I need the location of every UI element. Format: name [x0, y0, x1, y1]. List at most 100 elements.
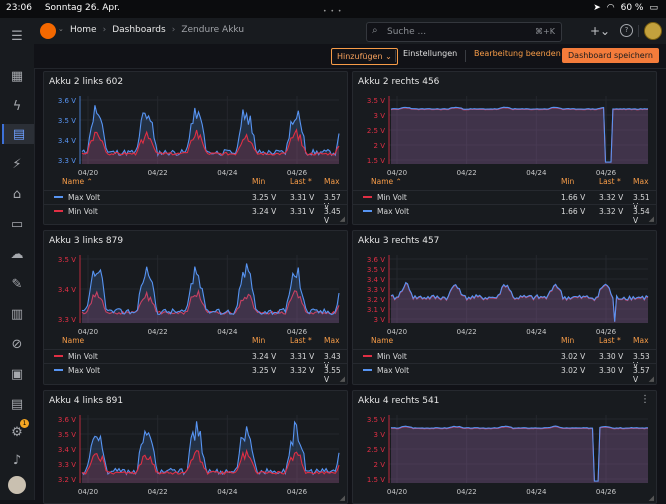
max-volt-series-line[interactable]	[81, 263, 340, 316]
new-plus-icon[interactable]: +⌄	[590, 24, 611, 38]
time-series-chart[interactable]: 3.6 V 3.5 V 3.4 V 3.3 V 3.2 V04/20 04/22 04/24…	[44, 409, 347, 497]
resize-handle-icon[interactable]: ◢	[648, 494, 654, 502]
x-tick-label: 04/20	[78, 169, 98, 177]
max-volt-series-line[interactable]	[390, 106, 649, 163]
legend-column-header[interactable]: Last *	[599, 336, 621, 345]
breadcrumb-dashboards[interactable]: Dashboards	[112, 25, 166, 35]
panel-title: Akku 4 rechts 541	[358, 396, 440, 406]
breadcrumb-separator-icon: ›	[171, 25, 176, 35]
add-button[interactable]: Hinzufügen ⌄	[331, 48, 398, 65]
x-tick-label: 04/22	[457, 169, 477, 177]
time-series-chart[interactable]: 3.5 V 3 V 2.5 V 2 V 1.5 V04/20 04/22 04/24 04/2…	[353, 90, 656, 178]
min-volt-series-line[interactable]	[81, 448, 340, 476]
time-series-chart[interactable]: 3.5 V 3 V 2.5 V 2 V 1.5 V04/20 04/22 04/24 04/2…	[353, 409, 656, 497]
legend-row[interactable]: Max Volt 3.25 V 3.31 V 3.57 V	[44, 190, 347, 211]
panel-menu-icon[interactable]: ⋮	[640, 394, 650, 405]
exit-edit-button[interactable]: Bearbeitung beenden	[474, 49, 561, 58]
calendar-icon[interactable]: ▣	[10, 366, 24, 382]
panel-akku-2-links[interactable]: Akku 2 links 602 3.6 V 3.5 V 3.4 V 3.3 V 04/2…	[43, 71, 348, 225]
legend-column-header[interactable]: Name ⌃	[62, 177, 93, 186]
max-volt-series-line[interactable]	[81, 420, 340, 476]
series-value: 3.54 V	[633, 207, 650, 225]
resize-handle-icon[interactable]: ◢	[648, 215, 654, 223]
min-volt-series-line[interactable]	[81, 128, 340, 156]
help-icon[interactable]: ?	[620, 24, 633, 37]
resize-handle-icon[interactable]: ◢	[339, 375, 345, 383]
y-tick-label: 3.5 V	[367, 97, 385, 105]
max-volt-series-line[interactable]	[390, 281, 649, 322]
series-name: Min Volt	[377, 193, 407, 202]
x-tick-label: 04/22	[148, 328, 168, 336]
legend-row[interactable]: Min Volt 1.66 V 3.32 V 3.51 V	[353, 190, 656, 211]
resize-handle-icon[interactable]: ◢	[339, 494, 345, 502]
y-tick-label: 2.5 V	[367, 127, 385, 135]
solar-panel-icon[interactable]: ▦	[10, 68, 24, 84]
panel-title: Akku 4 links 891	[49, 396, 124, 406]
resize-handle-icon[interactable]: ◢	[339, 215, 345, 223]
charging-icon[interactable]: ⚡	[12, 156, 22, 172]
legend-column-header[interactable]: Max	[633, 336, 649, 345]
legend-row[interactable]: Max Volt 1.66 V 3.32 V 3.54 V	[353, 204, 656, 224]
legend-row[interactable]: Max Volt 3.02 V 3.30 V 3.57 V	[353, 363, 656, 384]
legend-row[interactable]: Max Volt 3.25 V 3.32 V 3.55 V	[44, 363, 347, 384]
series-value: 3.24 V	[252, 352, 277, 361]
legend-column-header[interactable]: Name	[371, 336, 394, 345]
time-series-chart[interactable]: 3.5 V 3.4 V 3.3 V04/20 04/22 04/24 04/26	[44, 249, 347, 337]
settings-gear-icon[interactable]: ⚙ 1	[7, 419, 29, 442]
panel-akku-3-rechts[interactable]: Akku 3 rechts 457 3.6 V 3.5 V 3.4 V 3.3 V 3.2…	[352, 230, 657, 385]
series-color-swatch	[363, 196, 372, 198]
legend-column-header[interactable]: Min	[561, 336, 575, 345]
cloud-upload-icon[interactable]: ☁	[10, 246, 24, 262]
menu-icon[interactable]: ☰	[11, 28, 23, 44]
legend-row[interactable]: Min Volt 3.24 V 3.31 V 3.43 V	[44, 349, 347, 370]
y-tick-label: 3.2 V	[58, 476, 76, 484]
user-avatar[interactable]	[8, 476, 26, 494]
y-tick-label: 3.3 V	[367, 286, 385, 294]
legend-column-header[interactable]: Max	[324, 336, 340, 345]
home-power-icon[interactable]: ⌂	[12, 186, 22, 202]
settings-button[interactable]: Einstellungen	[403, 49, 458, 58]
divider	[465, 50, 466, 62]
multitask-dots[interactable]: • • •	[323, 8, 343, 15]
legend-column-header[interactable]: Name ⌃	[371, 177, 402, 186]
panel-akku-3-links[interactable]: Akku 3 links 879 3.5 V 3.4 V 3.3 V 04/20 04/2…	[43, 230, 348, 385]
dashboards-icon[interactable]: ▤	[2, 124, 34, 144]
legend-column-header[interactable]: Min	[561, 177, 575, 186]
series-value: 3.55 V	[324, 366, 341, 384]
legend-column-header[interactable]: Name	[62, 336, 85, 345]
legend-row[interactable]: Min Volt 3.24 V 3.31 V 3.45 V	[44, 204, 347, 224]
bolt-icon[interactable]: ϟ	[12, 98, 22, 114]
grafana-logo-icon[interactable]	[40, 23, 56, 39]
max-volt-series-line[interactable]	[390, 425, 648, 482]
server-icon[interactable]: ▤	[10, 396, 24, 412]
legend-column-header[interactable]: Last *	[290, 336, 312, 345]
legend-column-header[interactable]: Min	[252, 177, 266, 186]
legend-column-header[interactable]: Last *	[599, 177, 621, 186]
breadcrumb-home[interactable]: Home	[70, 25, 97, 35]
time-series-chart[interactable]: 3.6 V 3.5 V 3.4 V 3.3 V04/20 04/22 04/24 04/26	[44, 90, 347, 178]
search-input[interactable]: ⌕ Suche ... ⌘+K	[366, 22, 562, 42]
compass-icon[interactable]: ⊘	[11, 336, 23, 352]
legend-row[interactable]: Min Volt 3.02 V 3.30 V 3.53 V	[353, 349, 656, 370]
wrench-icon[interactable]: ✎	[11, 276, 23, 292]
time-series-chart[interactable]: 3.6 V 3.5 V 3.4 V 3.3 V 3.2 V 3.1 V 3 V04/20 04…	[353, 249, 656, 337]
y-tick-label: 2 V	[374, 461, 386, 469]
notebook-icon[interactable]: ▥	[10, 306, 24, 322]
legend-column-header[interactable]: Max	[633, 177, 649, 186]
computer-icon[interactable]: ▭	[10, 216, 24, 232]
y-tick-label: 3 V	[374, 431, 386, 439]
panel-akku-4-links[interactable]: Akku 4 links 891 3.6 V 3.5 V 3.4 V 3.3 V 3.2 …	[43, 390, 348, 504]
series-name: Max Volt	[377, 207, 410, 216]
profile-avatar[interactable]	[644, 22, 662, 40]
legend-column-header[interactable]: Min	[252, 336, 266, 345]
legend-column-header[interactable]: Last *	[290, 177, 312, 186]
save-dashboard-button[interactable]: Dashboard speichern	[562, 48, 659, 63]
chevron-down-icon[interactable]: ⌄	[58, 25, 64, 33]
series-value: 3.24 V	[252, 207, 277, 216]
bell-icon[interactable]: ♪	[12, 452, 22, 468]
resize-handle-icon[interactable]: ◢	[648, 375, 654, 383]
max-volt-series-area	[82, 421, 339, 483]
legend-column-header[interactable]: Max	[324, 177, 340, 186]
